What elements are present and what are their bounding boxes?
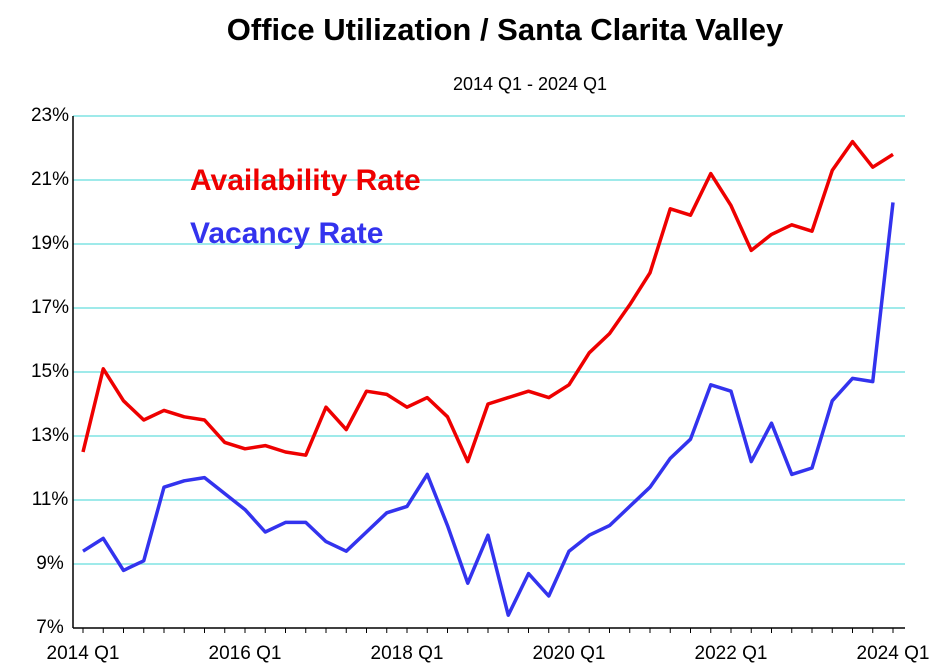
chart-title: Office Utilization / Santa Clarita Valle… xyxy=(227,12,784,47)
x-tick-label: 2022 Q1 xyxy=(695,643,768,664)
x-tick-label: 2020 Q1 xyxy=(533,643,606,664)
y-tick-label: 23% xyxy=(31,105,69,126)
y-tick-label: 9% xyxy=(36,553,64,574)
y-tick-label: 11% xyxy=(32,489,69,510)
y-tick-label: 7% xyxy=(36,617,64,638)
x-tick-label: 2018 Q1 xyxy=(371,643,444,664)
y-tick-label: 15% xyxy=(31,361,69,382)
y-tick-label: 19% xyxy=(31,233,69,254)
legend-label: Vacancy Rate xyxy=(190,217,383,250)
x-tick-label: 2024 Q1 xyxy=(857,643,930,664)
y-tick-label: 13% xyxy=(31,425,69,446)
series-line xyxy=(81,139,894,464)
chart-subtitle: 2014 Q1 - 2024 Q1 xyxy=(453,74,607,94)
x-tick-label: 2014 Q1 xyxy=(47,643,120,664)
series-line xyxy=(82,202,895,617)
legend-label: Availability Rate xyxy=(190,164,421,197)
y-tick-label: 17% xyxy=(31,297,69,318)
y-tick-label: 21% xyxy=(31,169,69,190)
x-tick-label: 2016 Q1 xyxy=(209,643,282,664)
